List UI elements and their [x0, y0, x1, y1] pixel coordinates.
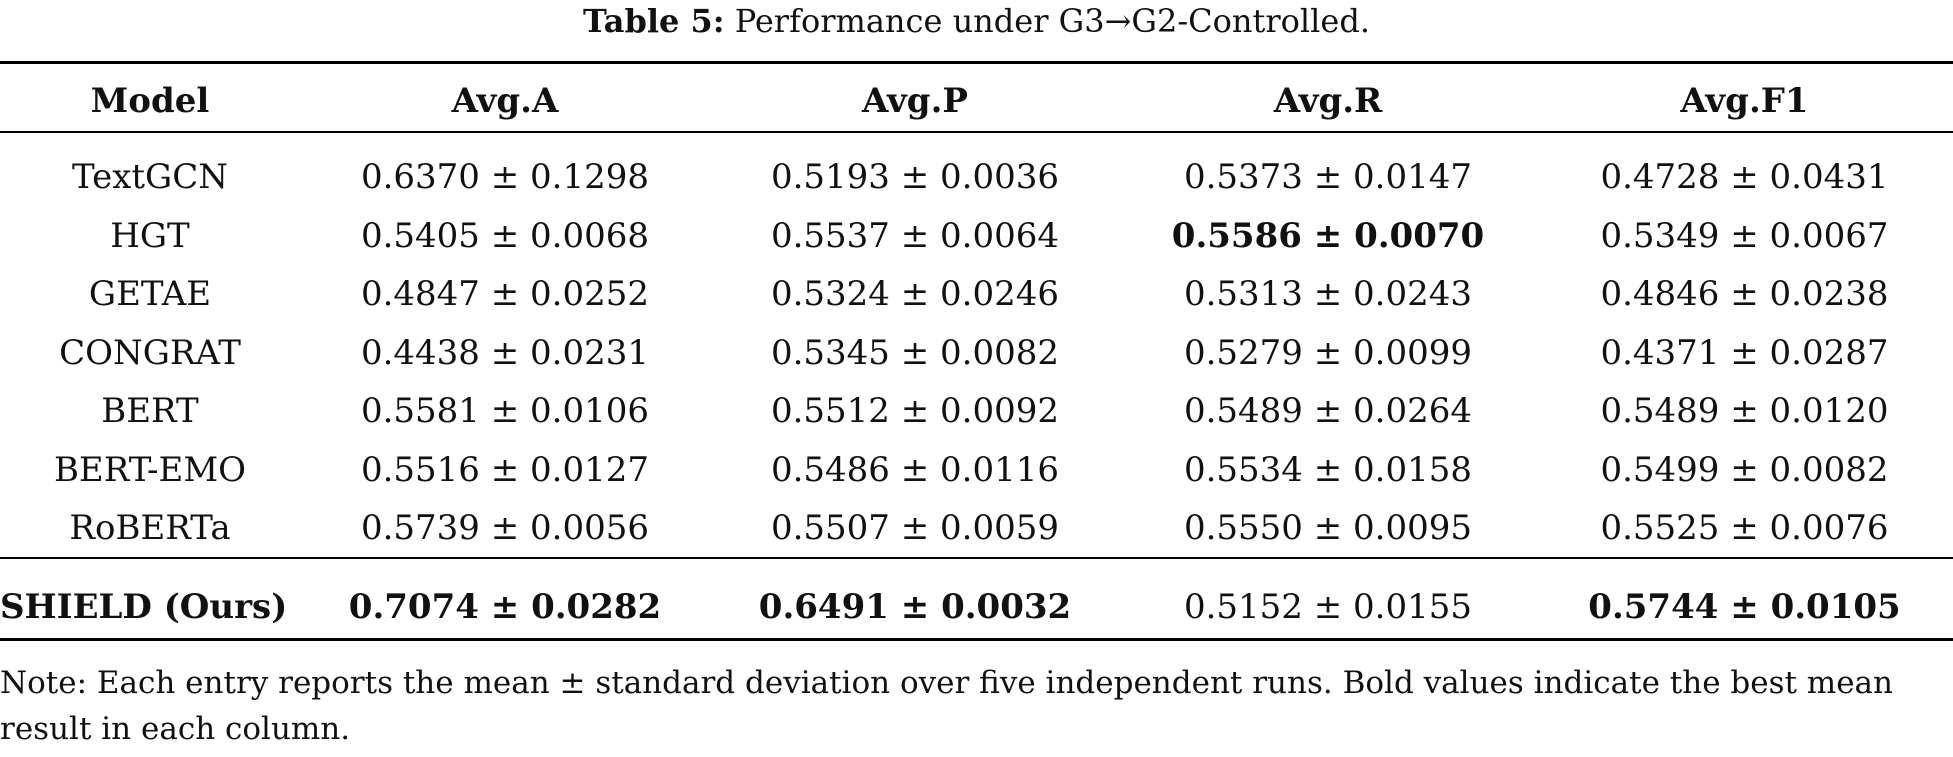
- header-avg-f1: Avg.F1: [1680, 81, 1809, 121]
- cell-avg-p: 0.5486 ± 0.0116: [770, 449, 1060, 490]
- cell-avg-a: 0.4847 ± 0.0252: [360, 274, 650, 315]
- cell-avg-r: 0.5152 ± 0.0155: [1183, 587, 1473, 627]
- cell-model: TextGCN: [72, 157, 228, 198]
- cell-avg-a: 0.5581 ± 0.0106: [360, 391, 650, 432]
- table-row: HGT 0.5405 ± 0.0068 0.5537 ± 0.0064 0.55…: [0, 207, 1953, 266]
- table-row-ours: SHIELD (Ours) 0.7074 ± 0.0282 0.6491 ± 0…: [0, 578, 1953, 636]
- final-row-rule: [0, 557, 1953, 559]
- cell-model: BERT-EMO: [53, 449, 247, 490]
- cell-avg-f1: 0.5349 ± 0.0067: [1600, 215, 1889, 256]
- cell-model: BERT: [101, 391, 199, 432]
- cell-avg-r: 0.5313 ± 0.0243: [1183, 274, 1473, 315]
- cell-model: CONGRAT: [59, 332, 241, 373]
- cell-avg-f1: 0.5525 ± 0.0076: [1600, 508, 1889, 549]
- table-caption: Table 5: Performance under G3→G2-Control…: [0, 0, 1953, 48]
- cell-avg-p-best: 0.6491 ± 0.0032: [758, 587, 1072, 627]
- cell-model: GETAE: [88, 274, 212, 315]
- header-model: Model: [90, 81, 210, 121]
- cell-avg-p: 0.5324 ± 0.0246: [770, 274, 1060, 315]
- cell-avg-p: 0.5507 ± 0.0059: [770, 508, 1060, 549]
- cell-avg-a: 0.5739 ± 0.0056: [360, 508, 650, 549]
- table-top-rule: [0, 61, 1953, 64]
- caption-label: Table 5:: [583, 2, 725, 40]
- table-row: CONGRAT 0.4438 ± 0.0231 0.5345 ± 0.0082 …: [0, 324, 1953, 383]
- cell-avg-f1: 0.5499 ± 0.0082: [1600, 449, 1889, 490]
- header-rule: [0, 131, 1953, 133]
- cell-avg-p: 0.5537 ± 0.0064: [770, 215, 1060, 256]
- cell-avg-p: 0.5193 ± 0.0036: [770, 157, 1060, 198]
- cell-avg-r: 0.5550 ± 0.0095: [1183, 508, 1473, 549]
- cell-avg-f1: 0.4371 ± 0.0287: [1600, 332, 1889, 373]
- table-header-row: Model Avg.A Avg.P Avg.R Avg.F1: [0, 72, 1953, 130]
- cell-avg-r: 0.5373 ± 0.0147: [1183, 157, 1473, 198]
- table-row: GETAE 0.4847 ± 0.0252 0.5324 ± 0.0246 0.…: [0, 265, 1953, 324]
- cell-avg-r-best: 0.5586 ± 0.0070: [1171, 215, 1485, 256]
- cell-avg-r: 0.5279 ± 0.0099: [1183, 332, 1473, 373]
- cell-avg-f1: 0.4728 ± 0.0431: [1600, 157, 1889, 198]
- header-avg-p: Avg.P: [862, 81, 968, 121]
- header-avg-a: Avg.A: [451, 81, 559, 121]
- table-row: TextGCN 0.6370 ± 0.1298 0.5193 ± 0.0036 …: [0, 148, 1953, 207]
- cell-avg-r: 0.5534 ± 0.0158: [1183, 449, 1473, 490]
- table-note: Note: Each entry reports the mean ± stan…: [0, 665, 1893, 747]
- table-body: TextGCN 0.6370 ± 0.1298 0.5193 ± 0.0036 …: [0, 148, 1953, 558]
- cell-avg-f1: 0.5489 ± 0.0120: [1600, 391, 1889, 432]
- table-bottom-rule: [0, 638, 1953, 641]
- header-avg-r: Avg.R: [1273, 81, 1383, 121]
- cell-avg-r: 0.5489 ± 0.0264: [1183, 391, 1473, 432]
- table-row: BERT-EMO 0.5516 ± 0.0127 0.5486 ± 0.0116…: [0, 441, 1953, 500]
- cell-avg-a: 0.5405 ± 0.0068: [360, 215, 650, 256]
- table-row: RoBERTa 0.5739 ± 0.0056 0.5507 ± 0.0059 …: [0, 499, 1953, 558]
- cell-avg-f1: 0.4846 ± 0.0238: [1600, 274, 1889, 315]
- caption-text: Performance under G3→G2-Controlled.: [734, 2, 1370, 40]
- table-row: BERT 0.5581 ± 0.0106 0.5512 ± 0.0092 0.5…: [0, 382, 1953, 441]
- cell-avg-f1-best: 0.5744 ± 0.0105: [1588, 587, 1901, 627]
- cell-model: HGT: [110, 215, 190, 256]
- cell-avg-p: 0.5345 ± 0.0082: [770, 332, 1060, 373]
- cell-avg-a: 0.4438 ± 0.0231: [360, 332, 650, 373]
- cell-model-ours: SHIELD (Ours): [0, 587, 288, 627]
- cell-avg-p: 0.5512 ± 0.0092: [770, 391, 1060, 432]
- cell-avg-a-best: 0.7074 ± 0.0282: [348, 587, 662, 627]
- cell-avg-a: 0.5516 ± 0.0127: [360, 449, 650, 490]
- cell-model: RoBERTa: [69, 508, 231, 549]
- cell-avg-a: 0.6370 ± 0.1298: [360, 157, 650, 198]
